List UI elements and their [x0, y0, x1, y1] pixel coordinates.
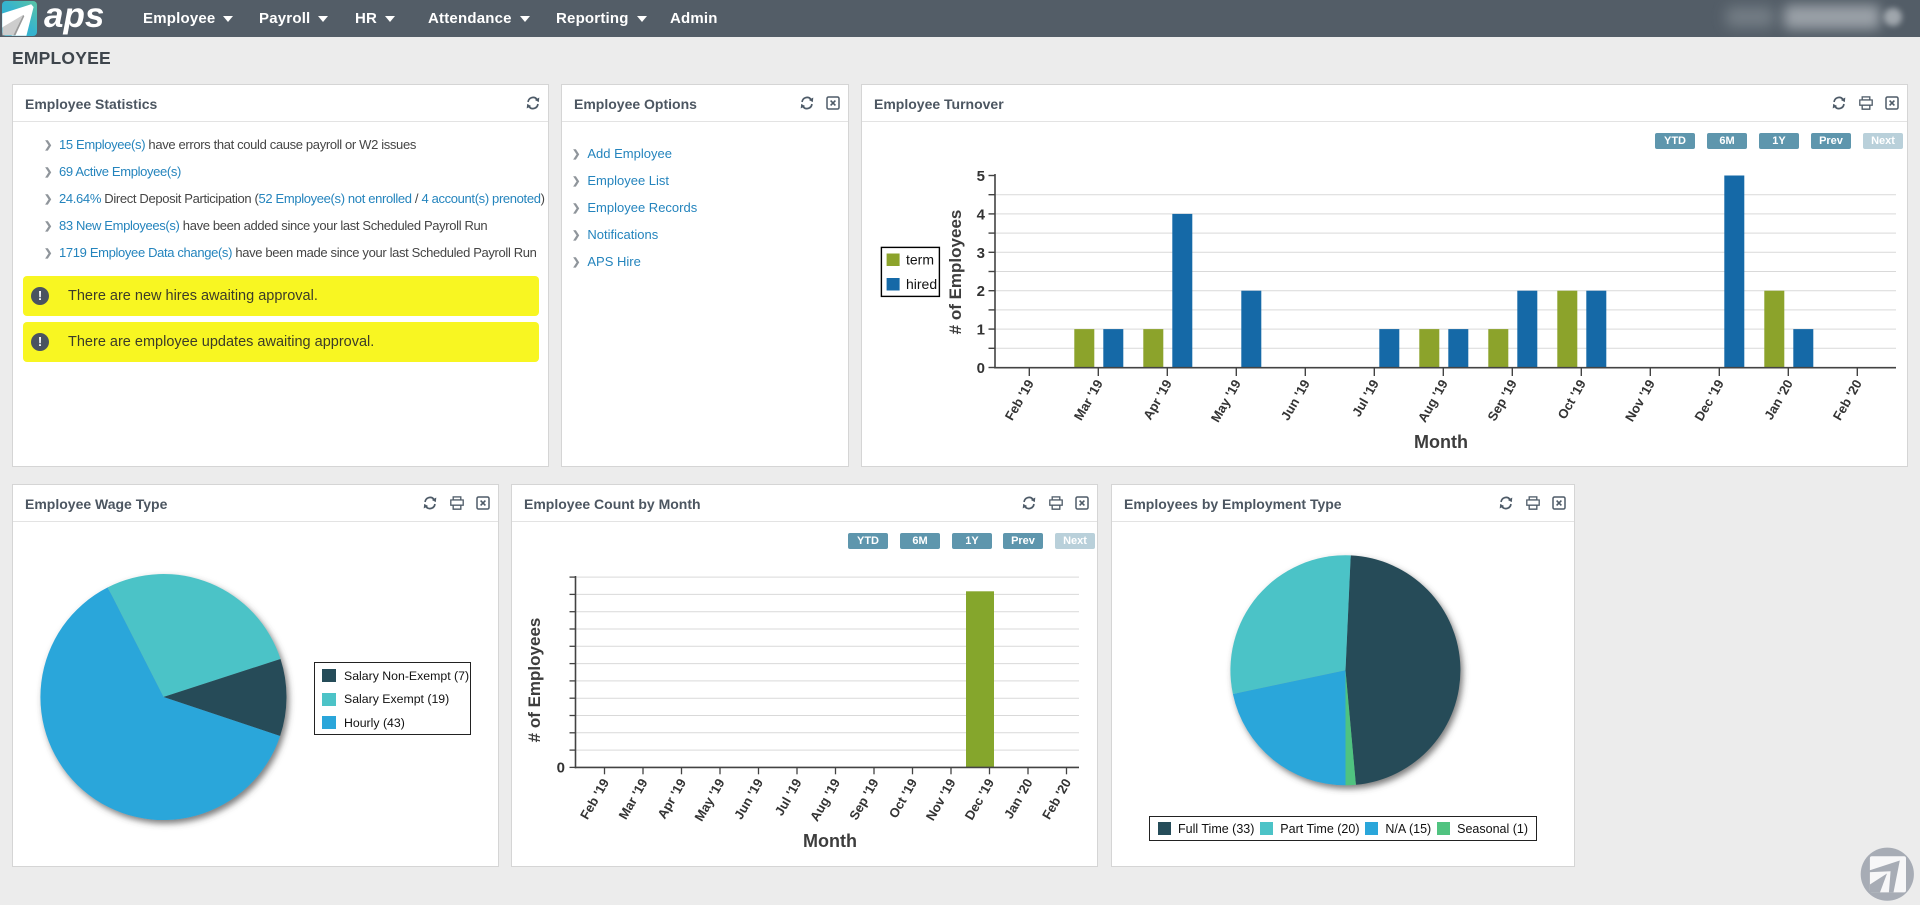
svg-text:4: 4 [977, 206, 986, 223]
svg-text:5: 5 [977, 168, 985, 185]
svg-text:Month: Month [1414, 432, 1468, 452]
svg-text:May '19: May '19 [1208, 377, 1244, 425]
svg-text:Oct '19: Oct '19 [1554, 377, 1588, 422]
svg-text:Jun '19: Jun '19 [1278, 377, 1313, 423]
svg-text:Feb '20: Feb '20 [1830, 377, 1865, 423]
svg-text:Dec '19: Dec '19 [1691, 377, 1726, 423]
svg-text:Sep '19: Sep '19 [846, 776, 881, 822]
svg-text:# of Employees: # of Employees [525, 618, 544, 743]
svg-text:Jul '19: Jul '19 [772, 776, 805, 818]
svg-text:3: 3 [977, 245, 985, 262]
svg-text:Feb '19: Feb '19 [1002, 377, 1037, 423]
svg-text:Aug '19: Aug '19 [1415, 377, 1451, 425]
svg-text:Jul '19: Jul '19 [1349, 377, 1382, 419]
svg-text:Sep '19: Sep '19 [1484, 377, 1519, 423]
svg-text:Apr '19: Apr '19 [1140, 377, 1175, 422]
svg-text:0: 0 [977, 360, 985, 377]
svg-text:May '19: May '19 [691, 776, 727, 824]
svg-text:Aug '19: Aug '19 [807, 776, 843, 824]
svg-text:Mar '19: Mar '19 [1071, 377, 1106, 423]
svg-text:hired: hired [906, 276, 937, 292]
svg-text:0: 0 [557, 759, 565, 776]
svg-text:Month: Month [803, 831, 857, 851]
svg-text:Nov '19: Nov '19 [1622, 377, 1658, 424]
svg-text:Oct '19: Oct '19 [886, 776, 920, 821]
svg-text:Nov '19: Nov '19 [923, 776, 959, 823]
svg-text:Jun '19: Jun '19 [731, 776, 766, 822]
svg-text:1: 1 [977, 322, 985, 339]
svg-text:# of Employees: # of Employees [946, 210, 965, 335]
svg-text:Jan '20: Jan '20 [1001, 776, 1036, 821]
svg-text:Feb '20: Feb '20 [1039, 776, 1074, 822]
svg-text:term: term [906, 252, 934, 268]
svg-text:Jan '20: Jan '20 [1761, 377, 1796, 422]
svg-text:Mar '19: Mar '19 [615, 776, 650, 822]
svg-text:Dec '19: Dec '19 [962, 776, 997, 822]
svg-text:Feb '19: Feb '19 [577, 776, 612, 822]
svg-text:2: 2 [977, 283, 985, 300]
svg-text:Apr '19: Apr '19 [654, 776, 689, 821]
